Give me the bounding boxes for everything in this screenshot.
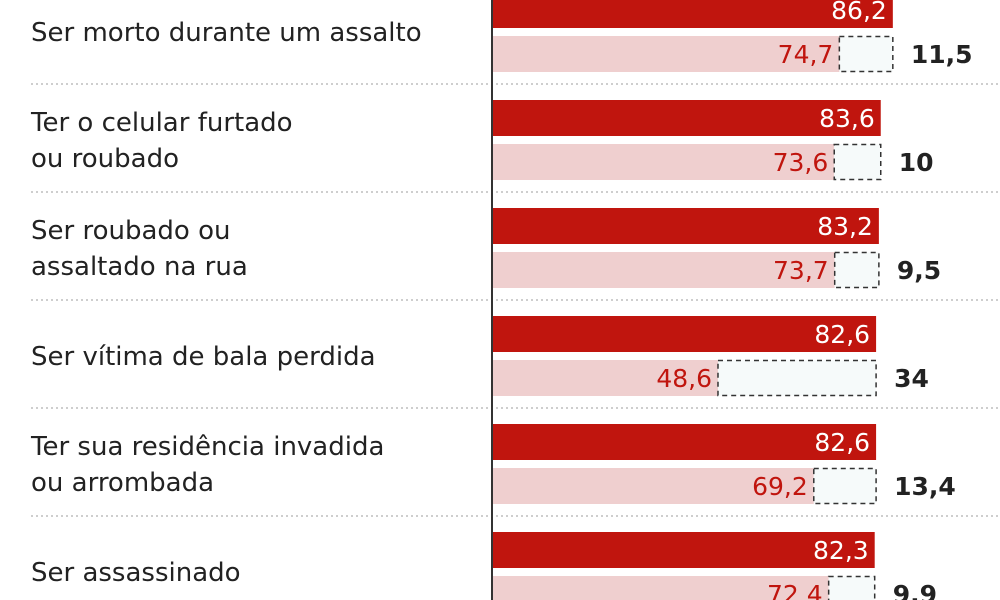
data-label-series-a: 82,6 [814, 428, 870, 457]
data-label-series-b: 69,2 [752, 472, 808, 501]
difference-label: 10 [899, 148, 934, 177]
bar-series-b [492, 144, 835, 180]
difference-label: 34 [894, 364, 929, 393]
difference-gap-box [833, 143, 882, 181]
category-label: assaltado na rua [31, 252, 248, 282]
bar-series-a [492, 100, 881, 136]
chart-rows: 86,2 74,7 11,5 Ser morto durante um assalto… [30, 0, 973, 600]
category-label: ou roubado [31, 144, 179, 174]
bar-series-b [492, 360, 718, 396]
difference-label: 9,5 [897, 256, 941, 285]
difference-gap-box [813, 467, 877, 505]
category-label: Ser vítima de bala perdida [31, 342, 376, 372]
bar-series-a [492, 316, 877, 352]
chart-row: 82,6 48,6 34 Ser vítima de bala perdida [31, 316, 929, 397]
category-label: Ser morto durante um assalto [31, 18, 422, 48]
chart-row: 82,3 72,4 9,9 Ser assassinado [31, 532, 937, 600]
data-label-series-a: 83,6 [819, 104, 875, 133]
data-label-series-a: 82,6 [814, 320, 870, 349]
category-label: Ser roubado ou [31, 216, 230, 246]
category-label: Ser assassinado [31, 558, 241, 588]
bar-series-b [492, 468, 814, 504]
data-label-series-b: 72,4 [767, 580, 823, 600]
difference-label: 11,5 [911, 40, 973, 69]
bar-series-b [492, 576, 829, 600]
category-label: Ter sua residência invadida [30, 432, 384, 462]
data-label-series-b: 48,6 [656, 364, 712, 393]
data-label-series-b: 73,6 [773, 148, 829, 177]
chart-row: 83,6 73,6 10 Ter o celular furtado ou roubad… [30, 100, 934, 181]
difference-label: 9,9 [893, 580, 937, 600]
bar-series-a [492, 532, 875, 568]
data-label-series-b: 73,7 [773, 256, 829, 285]
chart-row: 83,2 73,7 9,5 Ser roubado ou assaltado na ru… [31, 208, 941, 289]
data-label-series-b: 74,7 [778, 40, 834, 69]
row-dividers [31, 83, 1000, 517]
bar-series-a [492, 0, 893, 28]
difference-gap-box [838, 35, 894, 73]
category-label: ou arrombada [31, 468, 214, 498]
bar-series-b [492, 252, 835, 288]
data-label-series-a: 83,2 [817, 212, 873, 241]
difference-gap-box [833, 251, 880, 289]
bar-series-b [492, 36, 840, 72]
difference-gap-box [717, 359, 877, 397]
chart-row: 86,2 74,7 11,5 Ser morto durante um assalto [31, 0, 973, 73]
data-label-series-a: 82,3 [813, 536, 869, 565]
bar-series-a [492, 208, 879, 244]
category-label: Ter o celular furtado [30, 108, 293, 138]
difference-gap-box [827, 575, 876, 600]
chart-row: 82,669,2 13,4 Ter sua residência invadida o… [30, 424, 956, 505]
difference-label: 13,4 [894, 472, 956, 501]
data-label-series-a: 86,2 [831, 0, 887, 25]
bar-series-a [492, 424, 877, 460]
